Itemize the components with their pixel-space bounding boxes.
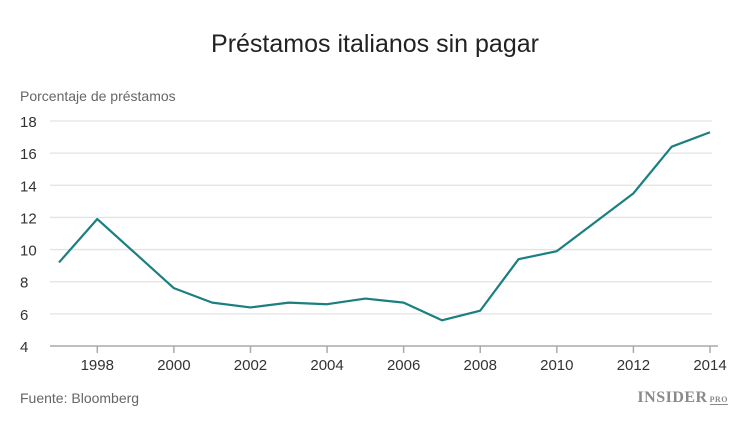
y-axis-label: Porcentaje de préstamos — [20, 88, 176, 104]
y-tick-label: 6 — [20, 307, 28, 324]
x-tick-label: 2006 — [387, 357, 420, 374]
series-line — [58, 131, 711, 322]
x-tick-label: 2014 — [693, 357, 726, 374]
x-tick-label: 2010 — [540, 357, 573, 374]
y-tick-label: 4 — [20, 339, 28, 356]
x-tick-label: 2000 — [157, 357, 190, 374]
y-tick-label: 12 — [20, 210, 37, 227]
x-tick-label: 2002 — [234, 357, 267, 374]
source-note: Fuente: Bloomberg — [20, 390, 140, 406]
x-tick-label: 1998 — [81, 357, 114, 374]
chart-title: Préstamos italianos sin pagar — [211, 30, 539, 58]
x-tick-label: 2012 — [617, 357, 650, 374]
y-tick-label: 16 — [20, 146, 37, 163]
y-tick-label: 18 — [20, 114, 37, 131]
insider-pro-logo: INSIDER PRO — [637, 389, 728, 406]
x-tick-label: 2004 — [310, 357, 343, 374]
y-tick-label: 14 — [20, 178, 37, 195]
x-tick-label: 2008 — [464, 357, 497, 374]
y-tick-label: 8 — [20, 275, 28, 292]
y-tick-label: 10 — [20, 243, 37, 260]
